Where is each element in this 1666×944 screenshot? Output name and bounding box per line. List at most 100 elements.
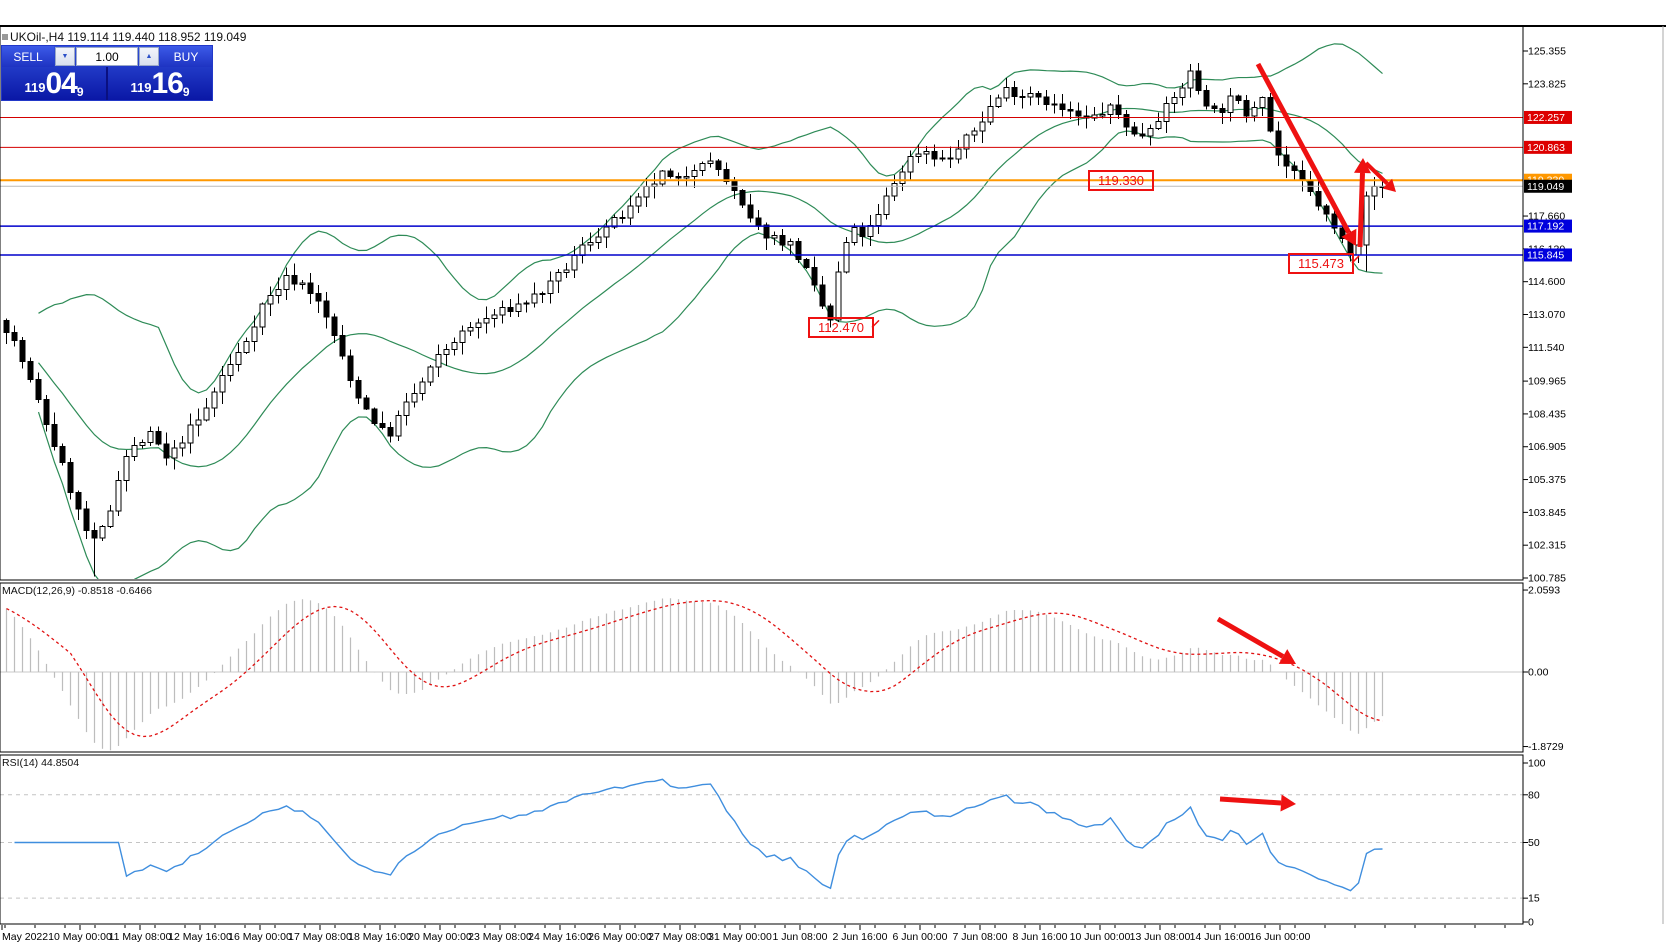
candlestick — [59, 446, 66, 463]
candlestick — [35, 378, 42, 401]
pane-frame — [0, 754, 1524, 925]
volume-decrease-button[interactable]: ▼ — [55, 47, 75, 66]
candlestick — [851, 227, 858, 243]
time-tick-label: 14 Jun 16:00 — [1190, 931, 1251, 943]
time-tick-label: 2 Jun 16:00 — [833, 931, 888, 943]
candlestick — [1155, 120, 1162, 130]
drawn-arrow-head[interactable] — [1278, 649, 1296, 664]
candlestick — [739, 190, 746, 206]
candlestick — [427, 366, 434, 383]
candlestick — [955, 148, 962, 160]
drawn-arrow[interactable] — [1255, 62, 1352, 234]
macd-tick-label: -1.8729 — [1528, 741, 1564, 753]
candlestick — [171, 447, 178, 459]
rsi-tick-label: 50 — [1528, 837, 1540, 849]
price-annotation-box[interactable]: 115.473 — [1288, 252, 1354, 274]
drawn-arrow[interactable] — [1357, 172, 1365, 248]
candlestick — [483, 318, 490, 324]
drawn-arrow[interactable] — [1216, 616, 1285, 659]
time-tick-label: 23 May 08:00 — [468, 931, 532, 943]
candlestick — [451, 342, 458, 350]
candlestick — [1219, 107, 1226, 114]
volume-increase-button[interactable]: ▲ — [139, 47, 159, 66]
volume-input[interactable]: 1.00 — [76, 47, 138, 66]
candlestick — [795, 241, 802, 261]
candlestick — [1131, 126, 1138, 135]
axis-price-label-text: 120.863 — [1527, 142, 1565, 154]
candlestick — [115, 479, 122, 512]
price-tick-label: 111.540 — [1528, 342, 1565, 354]
candlestick — [995, 97, 1002, 107]
candlestick — [571, 255, 578, 271]
candlestick — [603, 226, 610, 238]
time-tick-label: 26 May 00:00 — [588, 931, 652, 943]
candlestick — [987, 105, 994, 123]
price-annotation-box[interactable]: 112.470 — [808, 317, 874, 339]
candlestick — [147, 430, 154, 444]
candlestick — [787, 241, 794, 246]
price-annotation-box[interactable]: 119.330 — [1088, 170, 1154, 192]
candlestick — [699, 162, 706, 172]
candlestick — [155, 430, 162, 445]
candlestick — [843, 241, 850, 273]
drawn-arrow-head[interactable] — [1382, 178, 1396, 192]
candlestick — [595, 236, 602, 244]
axis-price-label — [1524, 248, 1572, 262]
drawn-arrow-head[interactable] — [1280, 794, 1296, 812]
candlestick — [1171, 96, 1178, 104]
candlestick — [779, 235, 786, 246]
drawn-annotations[interactable] — [871, 62, 1396, 812]
candlestick — [907, 155, 914, 173]
drawn-arrow-head[interactable] — [1353, 158, 1371, 174]
time-tick-label: 16 May 00:00 — [228, 931, 292, 943]
candlestick — [1147, 128, 1154, 137]
candlestick — [1035, 93, 1042, 98]
candlestick — [811, 267, 818, 286]
price-tick-label: 114.600 — [1528, 276, 1565, 288]
sell-price-button[interactable]: 119 04 9 — [2, 67, 108, 100]
candlestick — [1011, 87, 1018, 97]
rsi-tick-label: 15 — [1528, 893, 1540, 905]
candlestick — [19, 340, 26, 362]
candlestick — [355, 380, 362, 399]
candlestick — [75, 491, 82, 510]
candlestick — [803, 259, 810, 269]
candlestick — [283, 275, 290, 291]
sell-price-sup: 9 — [76, 85, 84, 99]
candlestick — [531, 293, 538, 304]
candlestick — [763, 224, 770, 239]
drawn-arrow[interactable] — [1219, 796, 1282, 806]
candlestick — [267, 294, 274, 305]
buy-price-button[interactable]: 119 16 9 — [108, 67, 212, 100]
candlestick — [1019, 95, 1026, 99]
candlestick — [347, 355, 354, 382]
candlestick — [1323, 205, 1330, 215]
candlestick — [43, 399, 50, 426]
rsi-tick-label: 0 — [1528, 917, 1534, 929]
candlestick — [1243, 100, 1250, 117]
candlestick — [1211, 105, 1218, 109]
drawn-arrow-head[interactable] — [1341, 228, 1357, 246]
price-tick-label: 102.315 — [1528, 540, 1566, 552]
candlestick — [747, 204, 754, 219]
buy-button[interactable]: BUY — [160, 46, 212, 67]
candlestick — [1187, 70, 1194, 89]
candlestick — [667, 170, 674, 178]
sell-button[interactable]: SELL — [2, 46, 54, 67]
candlestick — [179, 442, 186, 449]
candlestick — [219, 375, 226, 393]
candlestick — [931, 151, 938, 160]
drawn-arrow[interactable] — [1364, 161, 1389, 186]
candlestick — [1107, 104, 1114, 116]
candlestick — [563, 269, 570, 273]
candlestick — [643, 186, 650, 198]
candlestick — [771, 235, 778, 239]
price-tick-label: 106.905 — [1528, 441, 1566, 453]
axis-price-label-text: 122.257 — [1527, 112, 1565, 124]
candlestick — [827, 305, 834, 321]
price-axis[interactable]: 125.355123.825117.660116.130114.600113.0… — [1523, 46, 1572, 929]
candlestick — [475, 322, 482, 329]
candlestick — [1099, 114, 1106, 117]
